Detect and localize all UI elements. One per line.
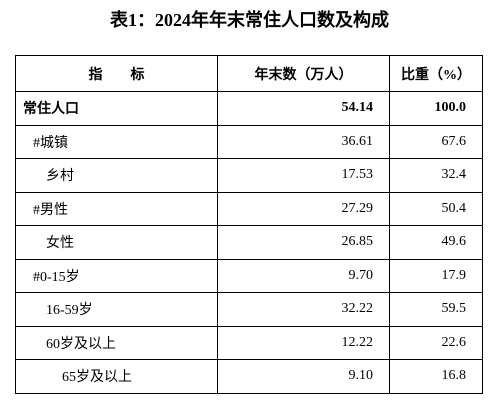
header-row: 指 标 年末数（万人） 比重（%） — [15, 55, 483, 92]
row-label: 60岁及以上 — [15, 325, 218, 360]
value-cell: 16.8 — [389, 359, 483, 394]
value-cell: 32.22 — [217, 292, 390, 327]
value-cell: 36.61 — [217, 124, 390, 159]
value-cell: 54.14 — [217, 91, 390, 126]
row-label: #城镇 — [15, 124, 218, 159]
table-row: #男性 27.29 50.4 — [15, 191, 483, 226]
table-row: 16-59岁 32.22 59.5 — [15, 292, 483, 327]
table-row: #0-15岁 9.70 17.9 — [15, 258, 483, 293]
row-label: #0-15岁 — [15, 258, 218, 293]
value-cell: 59.5 — [389, 292, 483, 327]
value-cell: 9.70 — [217, 258, 390, 293]
table-body: 常住人口 54.14 100.0 #城镇 36.61 67.6 乡村 17.53 32.4 #男性… — [15, 91, 483, 394]
table-row: #城镇 36.61 67.6 — [15, 124, 483, 159]
row-label: 16-59岁 — [15, 292, 218, 327]
value-cell: 27.29 — [217, 191, 390, 226]
table-row: 乡村 17.53 32.4 — [15, 158, 483, 193]
value-cell: 17.53 — [217, 158, 390, 193]
value-cell: 32.4 — [389, 158, 483, 193]
value-cell: 9.10 — [217, 359, 390, 394]
value-cell: 26.85 — [217, 225, 390, 260]
value-cell: 100.0 — [389, 91, 483, 126]
value-cell: 22.6 — [389, 325, 483, 360]
data-table: 指 标 年末数（万人） 比重（%） 常住人口 54.14 100.0 #城镇 36.61… — [15, 55, 483, 394]
header-cell: 指 标 — [15, 55, 218, 92]
row-label: 常住人口 — [15, 91, 218, 126]
table-row: 常住人口 54.14 100.0 — [15, 91, 483, 126]
row-label: 65岁及以上 — [15, 359, 218, 394]
row-label: 女性 — [15, 225, 218, 260]
header-cell: 比重（%） — [389, 55, 483, 92]
value-cell: 12.22 — [217, 325, 390, 360]
table-row: 65岁及以上 9.10 16.8 — [15, 359, 483, 394]
value-cell: 49.6 — [389, 225, 483, 260]
table-title: 表1：2024年年末常住人口数及构成 — [110, 10, 389, 30]
header-cell: 年末数（万人） — [217, 55, 390, 92]
value-cell: 17.9 — [389, 258, 483, 293]
table-row: 女性 26.85 49.6 — [15, 225, 483, 260]
row-label: #男性 — [15, 191, 218, 226]
value-cell: 67.6 — [389, 124, 483, 159]
table-row: 60岁及以上 12.22 22.6 — [15, 325, 483, 360]
row-label: 乡村 — [15, 158, 218, 193]
value-cell: 50.4 — [389, 191, 483, 226]
